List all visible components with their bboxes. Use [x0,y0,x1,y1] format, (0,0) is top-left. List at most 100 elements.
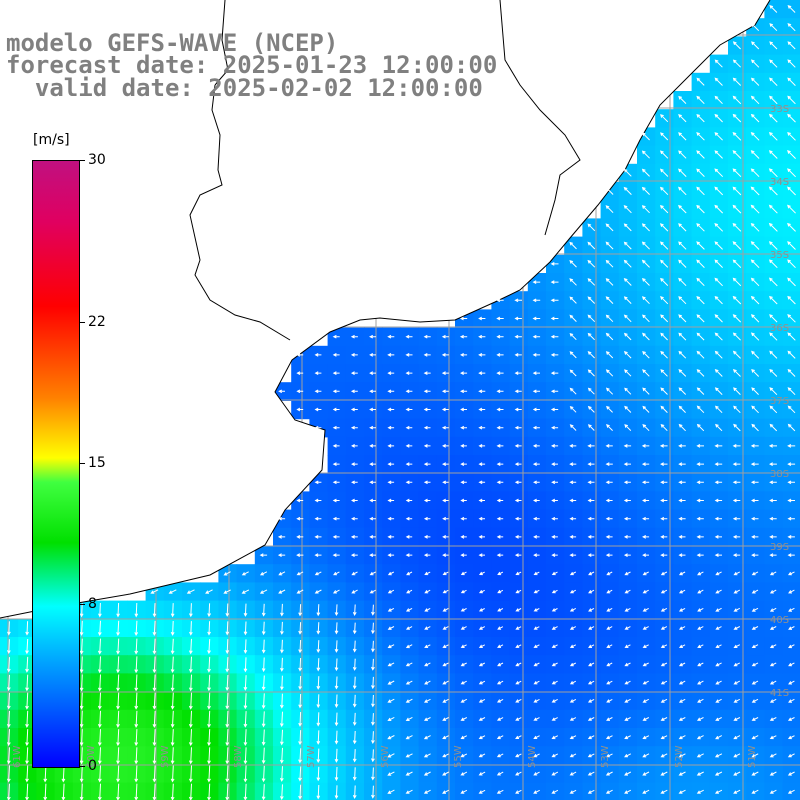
wind-arrow [696,223,705,232]
wind-arrow [732,535,741,539]
wind-arrow [659,204,669,214]
wind-arrow [277,535,286,539]
wind-arrow [79,674,84,692]
wind-arrow [696,735,704,740]
wind-arrow [660,680,668,685]
wind-arrow [587,462,595,466]
wind-arrow [732,150,742,159]
wind-arrow [460,553,467,557]
wind-arrow [6,747,11,765]
wind-arrow [623,535,631,539]
wind-arrow [678,589,686,594]
wind-arrow [551,553,558,557]
wind-arrow [751,589,759,594]
wind-arrow [551,462,558,466]
wind-arrow [787,571,795,576]
wind-arrow [371,622,375,635]
wind-arrow [296,516,304,521]
wind-arrow [441,407,449,412]
wind-arrow [787,350,796,359]
longitude-label: 52W [674,745,685,768]
wind-arrow [606,717,613,721]
wind-arrow [788,644,795,649]
wind-arrow [261,639,266,654]
wind-arrow [333,571,340,576]
wind-arrow [460,516,467,521]
wind-arrow [423,717,431,721]
wind-arrow [551,680,558,685]
wind-arrow [515,717,522,721]
wind-arrow [624,753,632,758]
wind-arrow [787,41,796,50]
wind-arrow [405,389,413,394]
wind-arrow [279,711,284,728]
wind-arrow [678,626,686,630]
wind-arrow [332,589,340,594]
wind-arrow [569,351,577,359]
wind-arrow [624,607,631,612]
wind-arrow [405,553,413,557]
wind-arrow [769,23,778,32]
wind-arrow [170,674,175,692]
wind-arrow [423,389,431,394]
wind-arrow [497,644,504,648]
wind-arrow [515,571,522,576]
wind-arrow [605,205,614,214]
wind-arrow [678,680,686,685]
wind-arrow [298,693,302,709]
wind-arrow [298,730,302,746]
wind-arrow [642,753,650,758]
wind-arrow [423,334,431,339]
wind-arrow [116,765,120,783]
wind-arrow [787,462,796,466]
wind-arrow [334,748,339,763]
wind-arrow [660,114,669,123]
wind-arrow [460,662,467,667]
wind-arrow [460,444,467,448]
wind-arrow [623,223,632,232]
wind-arrow [678,405,686,413]
wind-arrow [170,692,175,710]
wind-arrow [714,405,723,414]
wind-arrow [515,626,522,630]
wind-arrow [369,462,376,466]
wind-arrow [715,698,722,703]
wind-arrow [405,353,413,357]
wind-arrow [569,535,577,539]
wind-arrow [478,425,486,430]
wind-arrow [768,131,778,141]
wind-arrow [170,765,175,783]
wind-arrow [605,498,613,503]
wind-arrow [423,371,431,375]
wind-arrow [259,589,268,594]
wind-arrow [279,747,284,764]
latitude-label: 33S [770,104,789,115]
wind-arrow [696,369,705,377]
wind-arrow [170,656,175,674]
wind-arrow [751,698,759,703]
wind-arrow [769,717,777,721]
wind-arrow [660,132,669,141]
wind-arrow [152,620,157,636]
wind-arrow [588,589,595,594]
wind-arrow [659,444,668,448]
wind-arrow [551,753,559,758]
wind-arrow [587,223,596,232]
wind-arrow [496,298,504,303]
wind-arrow [569,607,577,612]
wind-arrow [225,710,230,728]
wind-arrow [642,680,649,685]
wind-arrow [515,680,522,685]
wind-arrow [787,222,796,232]
wind-arrow [514,298,522,303]
wind-arrow [569,241,577,250]
wind-arrow [243,693,248,710]
wind-arrow [152,656,157,674]
wind-arrow [460,589,467,594]
wind-arrow [332,535,340,539]
wind-arrow [606,571,613,576]
wind-arrow [188,765,193,783]
colorbar-tick-label: 22 [88,313,106,330]
wind-arrow [787,423,796,432]
wind-arrow [97,765,102,783]
